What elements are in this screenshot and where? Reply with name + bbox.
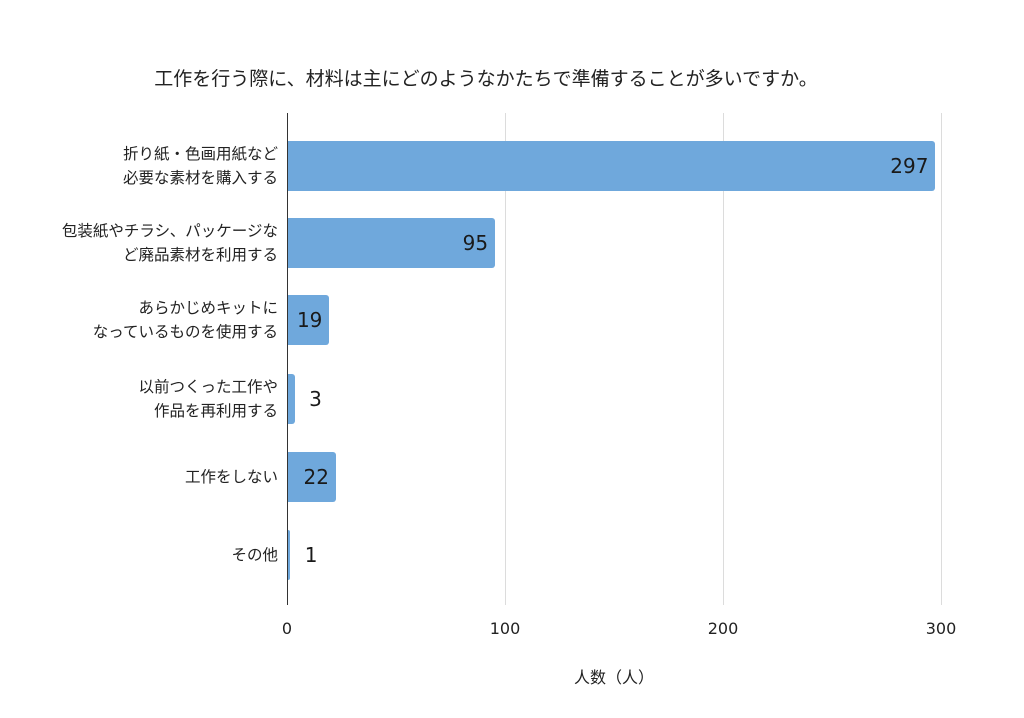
x-axis-label: 人数（人） bbox=[573, 668, 655, 687]
bar-value-label: 297 bbox=[890, 154, 929, 178]
x-tick-label: 100 bbox=[489, 619, 521, 638]
bar-value-label: 3 bbox=[309, 387, 322, 411]
chart-title: 工作を行う際に、材料は主にどのようなかたちで準備することが多いですか。 bbox=[0, 64, 1024, 91]
x-tick-label: 0 bbox=[281, 619, 293, 638]
bar bbox=[288, 530, 291, 580]
y-axis-line bbox=[287, 113, 288, 605]
x-tick-label: 200 bbox=[707, 619, 739, 638]
gridline-100 bbox=[505, 113, 506, 605]
bar bbox=[288, 295, 330, 345]
bar bbox=[288, 218, 496, 268]
bar bbox=[288, 141, 936, 191]
bar bbox=[288, 452, 336, 502]
gridline-200 bbox=[723, 113, 724, 605]
chart-title-text: 工作を行う際に、材料は主にどのようなかたちで準備することが多いですか。 bbox=[154, 68, 818, 90]
x-tick-label: 300 bbox=[925, 619, 957, 638]
bar-value-label: 22 bbox=[303, 465, 329, 489]
plot-area: 297 95 19 3 22 1 bbox=[287, 113, 942, 605]
category-label: あらかじめキットに なっているものを使用する bbox=[92, 299, 278, 341]
category-label: 包装紙やチラシ、パッケージな ど廃品素材を利用する bbox=[61, 222, 278, 264]
bar-value-label: 95 bbox=[462, 231, 489, 255]
gridline-300 bbox=[941, 113, 942, 605]
category-label: その他 bbox=[231, 546, 278, 564]
bar-value-label: 1 bbox=[304, 543, 318, 567]
category-label: 折り紙・色画用紙など 必要な素材を購入する bbox=[122, 145, 278, 187]
category-label: 以前つくった工作や 作品を再利用する bbox=[138, 378, 278, 420]
category-label: 工作をしない bbox=[184, 468, 278, 486]
bar bbox=[288, 374, 295, 424]
bar-value-label: 19 bbox=[296, 308, 323, 332]
